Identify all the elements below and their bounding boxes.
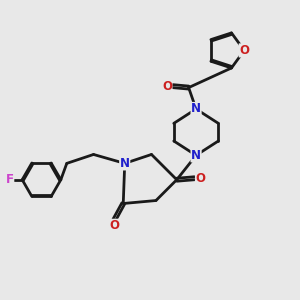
Text: N: N: [120, 157, 130, 170]
Text: F: F: [6, 173, 14, 186]
Text: N: N: [191, 149, 201, 162]
Text: O: O: [109, 219, 119, 232]
Text: O: O: [239, 44, 249, 57]
Text: O: O: [162, 80, 172, 93]
Text: O: O: [196, 172, 206, 185]
Text: N: N: [191, 103, 201, 116]
